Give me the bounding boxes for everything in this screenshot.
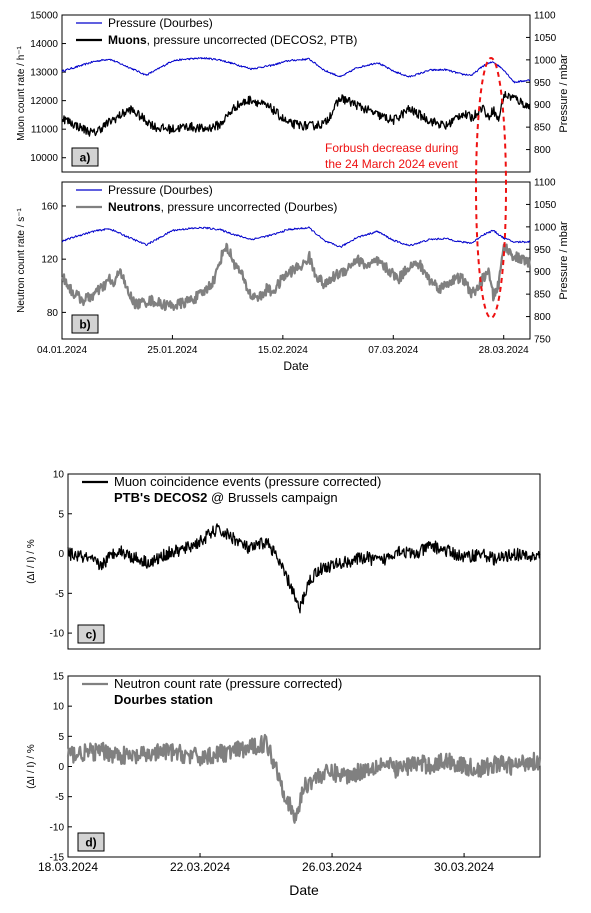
y-tick-label-c: 0 <box>58 549 64 560</box>
y-tick-label-c: -10 <box>50 629 65 640</box>
y2-tick-label-b: 1100 <box>534 178 556 189</box>
y-tick-label-b: 160 <box>41 201 58 212</box>
panel-label-box-a <box>71 147 99 167</box>
series-line-b-0 <box>61 226 531 248</box>
y-tick-label-a: 14000 <box>30 39 58 50</box>
panel-d: -15 -10 -5 0 5 10 15 (ΔI / I) / % 18.03.2024 22.0… <box>26 672 542 898</box>
panel-c: -10 -5 0 5 10 (ΔI / I) / % Muon coincidence ev… <box>26 470 541 650</box>
forbush-annotation-line-2: the 24 March 2024 event <box>325 157 458 171</box>
y-tick-label-d: 10 <box>53 702 65 713</box>
y-tick-label-d: 5 <box>58 732 64 743</box>
y-tick-label-d: 15 <box>53 672 65 683</box>
y2-tick-label-b: 800 <box>534 312 551 323</box>
x-axis-label-b: Date <box>283 359 309 373</box>
x-tick-label-b: 04.01.2024 <box>37 345 87 356</box>
y-tick-label-d: 0 <box>58 762 64 773</box>
x-tick-label-b: 15.02.2024 <box>258 345 308 356</box>
y2-tick-label-a: 900 <box>534 100 551 111</box>
forbush-decrease-ellipse <box>475 57 507 319</box>
panel-label-box-d <box>77 832 105 852</box>
y2-tick-label-a: 1100 <box>534 11 556 22</box>
x-tick-label-d: 26.03.2024 <box>302 860 362 874</box>
series-line-c-0 <box>67 523 541 614</box>
forbush-annotation-line-1: Forbush decrease during <box>325 141 458 155</box>
y-tick-label-c: -5 <box>55 589 64 600</box>
y2-tick-label-b: 750 <box>534 335 551 346</box>
annotation-layer: Forbush decrease during the 24 March 202… <box>325 57 507 319</box>
y2-tick-label-a: 1050 <box>534 33 557 44</box>
series-line-d-0 <box>66 733 542 824</box>
panel-label-d: d) <box>85 836 96 850</box>
y2-tick-label-b: 1000 <box>534 222 557 233</box>
y2-tick-label-a: 950 <box>534 78 551 89</box>
y-tick-label-b: 80 <box>47 308 59 319</box>
y-tick-label-c: 5 <box>58 509 64 520</box>
x-axis-label-d: Date <box>289 882 319 898</box>
legend-label-a-1: Muons, pressure uncorrected (DECOS2, PTB… <box>108 33 357 47</box>
y-tick-label-a: 10000 <box>30 153 58 164</box>
x-tick-label-b: 07.03.2024 <box>368 345 418 356</box>
panel-label-box-c <box>77 624 105 644</box>
y-axis-label-a: Muon count rate / h⁻¹ <box>16 45 27 140</box>
y2-axis-label-a: Pressure / mbar <box>558 54 570 133</box>
y-tick-label-a: 12000 <box>30 96 58 107</box>
plot-frame-a <box>61 14 531 173</box>
y-axis-label-d: (ΔI / I) / % <box>26 744 37 789</box>
series-line-a-1 <box>61 90 531 137</box>
legend-label-b-1: Neutrons, pressure uncorrected (Dourbes) <box>108 200 337 214</box>
y-axis-label-c: (ΔI / I) / % <box>26 539 37 584</box>
y-tick-label-a: 11000 <box>31 125 59 136</box>
x-tick-label-d: 18.03.2024 <box>38 860 98 874</box>
y2-tick-label-b: 950 <box>534 245 551 256</box>
panel-label-b: b) <box>79 318 90 332</box>
x-tick-label-b: 28.03.2024 <box>479 345 529 356</box>
y-tick-label-d: -5 <box>55 792 64 803</box>
x-tick-label-b: 25.01.2024 <box>147 345 197 356</box>
y-tick-label-d: -10 <box>50 822 65 833</box>
panel-label-c: c) <box>86 628 97 642</box>
x-tick-label-d: 22.03.2024 <box>170 860 230 874</box>
y-tick-label-a: 13000 <box>30 68 58 79</box>
legend-label-c-0: Muon coincidence events (pressure correc… <box>114 474 381 489</box>
plot-frame-c <box>67 473 541 650</box>
y-tick-label-c: 10 <box>53 470 65 481</box>
y2-tick-label-a: 800 <box>534 145 551 156</box>
y-tick-label-d: -15 <box>50 853 65 864</box>
panel-b: 80 120 160 Neutron count rate / s⁻¹ 750 800 85… <box>16 178 570 374</box>
panel-label-a: a) <box>80 151 91 165</box>
y2-tick-label-b: 900 <box>534 267 551 278</box>
y2-axis-label-b: Pressure / mbar <box>558 221 570 300</box>
panel-label-box-b <box>71 314 99 334</box>
legend-label-d-0: Neutron count rate (pressure corrected) <box>114 676 342 691</box>
y-tick-label-a: 15000 <box>30 11 58 22</box>
y2-tick-label-b: 1050 <box>534 200 557 211</box>
y2-tick-label-a: 850 <box>534 123 551 134</box>
y-axis-label-b: Neutron count rate / s⁻¹ <box>16 207 27 312</box>
series-line-a-0 <box>61 57 531 84</box>
legend-subtitle-d: Dourbes station <box>114 692 213 707</box>
y2-tick-label-a: 1000 <box>534 55 557 66</box>
legend-label-a-0: Pressure (Dourbes) <box>108 16 213 30</box>
legend-label-b-0: Pressure (Dourbes) <box>108 183 213 197</box>
panel-a: 10000 11000 12000 13000 14000 15000 Muon count… <box>16 11 570 173</box>
x-tick-label-d: 30.03.2024 <box>434 860 494 874</box>
series-line-b-1 <box>61 242 532 312</box>
y-tick-label-b: 120 <box>41 255 58 266</box>
y2-tick-label-b: 850 <box>534 290 551 301</box>
legend-subtitle-c: PTB's DECOS2 @ Brussels campaign <box>114 490 338 505</box>
